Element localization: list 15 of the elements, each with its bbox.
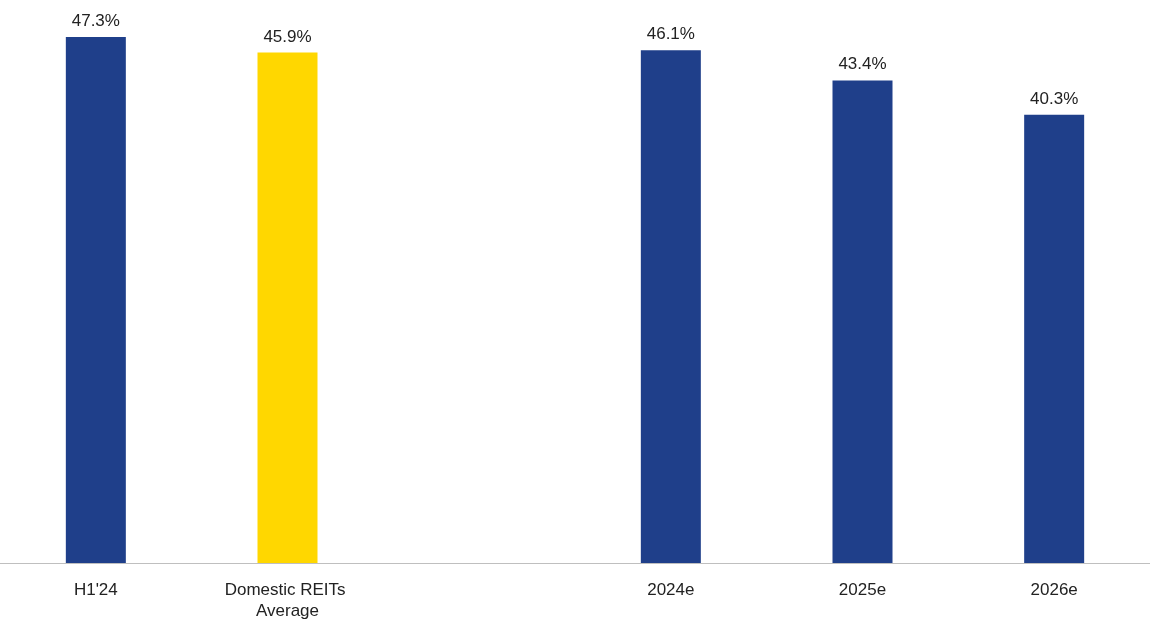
x-tick-label: 2024e: [647, 580, 695, 599]
bar: [832, 80, 893, 563]
bar: [65, 37, 126, 563]
x-tick-label: Domestic REITs Average: [224, 580, 351, 620]
x-tick-label: 2026e: [1030, 580, 1078, 599]
x-tick-label: 2025e: [838, 580, 887, 599]
data-label: 46.1%: [646, 24, 695, 44]
bar: [257, 52, 318, 563]
x-tick-label: H1'24: [73, 580, 118, 599]
data-label: 40.3%: [1030, 88, 1079, 108]
bar: [640, 50, 701, 563]
data-label: 45.9%: [263, 26, 312, 46]
data-label: 43.4%: [838, 54, 887, 74]
bar: [1024, 114, 1085, 563]
data-label: 47.3%: [71, 11, 120, 31]
